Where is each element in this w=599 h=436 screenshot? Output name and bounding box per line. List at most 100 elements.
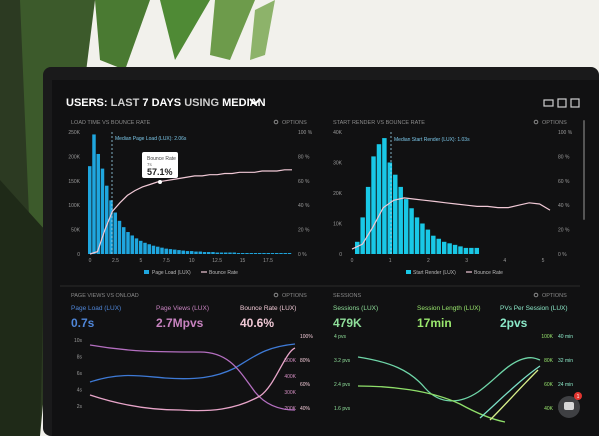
legend: Page Load (LUX) Bounce Rate xyxy=(144,270,238,276)
tick-label: 80 % xyxy=(298,154,310,160)
tick-label: 20 % xyxy=(558,228,570,234)
panel-page-views: PAGE VIEWS VS ONLOAD OPTIONS Page Load (… xyxy=(71,292,313,412)
header-prefix: USERS: xyxy=(66,97,108,109)
bar xyxy=(409,208,414,254)
options-link[interactable]: OPTIONS xyxy=(542,293,567,299)
chat-widget[interactable]: 1 xyxy=(558,392,582,418)
scrollbar[interactable] xyxy=(583,120,585,220)
bar xyxy=(181,250,185,254)
bar xyxy=(458,246,463,255)
bar xyxy=(425,229,431,254)
tick-label: 100K xyxy=(541,334,553,340)
bar xyxy=(431,235,436,254)
fullscreen-icon[interactable] xyxy=(570,98,580,108)
panel-sessions: SESSIONS OPTIONS Sessions (LUX) 479K Ses… xyxy=(333,292,573,423)
tick-label: 0 % xyxy=(298,252,307,258)
image-icon[interactable] xyxy=(557,98,567,108)
bar xyxy=(207,252,211,254)
metric-label-session-length: Session Length (LUX) xyxy=(417,305,481,312)
tooltip-title: Bounce Rate xyxy=(147,156,176,162)
x-tick-label: 17.5 xyxy=(263,258,273,264)
tick-label: 300K xyxy=(284,390,296,396)
header-median[interactable]: MEDIAN xyxy=(222,97,265,109)
gear-icon[interactable] xyxy=(273,119,279,125)
header-last: LAST xyxy=(111,97,140,109)
bar xyxy=(376,144,382,254)
x-ticks: 0 2.5 5 7.5 10 12.5 15 17.5 xyxy=(89,258,273,264)
gear-icon[interactable] xyxy=(533,292,539,298)
x-tick-label: 1 xyxy=(389,258,392,264)
tick-label: 100K xyxy=(68,203,80,209)
page-views-line xyxy=(89,344,296,411)
gear-icon[interactable] xyxy=(273,292,279,298)
bar xyxy=(88,166,92,254)
tick-label: 40 % xyxy=(298,203,310,209)
tooltip: Bounce Rate 7s 57.1% xyxy=(142,152,178,184)
bar xyxy=(283,253,287,254)
bar xyxy=(414,217,420,254)
bar xyxy=(164,248,168,254)
options-link[interactable]: OPTIONS xyxy=(282,293,307,299)
bar xyxy=(441,241,447,254)
tick-label: 2.4 pvs xyxy=(334,382,351,388)
bar xyxy=(92,134,96,254)
bar xyxy=(287,253,292,254)
bounce-rate-line xyxy=(89,169,292,255)
bar xyxy=(420,223,425,254)
bar xyxy=(469,247,474,254)
bar xyxy=(398,186,403,254)
bounce-rate-line xyxy=(351,197,551,250)
legend-bounce-rate: Bounce Rate xyxy=(474,270,503,276)
bar xyxy=(113,212,117,254)
monitor-icon[interactable] xyxy=(543,99,554,107)
x-tick-label: 12.5 xyxy=(212,258,222,264)
bar xyxy=(194,251,198,254)
bar xyxy=(249,253,253,254)
bar xyxy=(134,238,139,254)
y-ticks-right: 100% 80% 60% 40% xyxy=(300,334,313,412)
metric-label-bounce: Bounce Rate (LUX) xyxy=(240,305,296,312)
bar xyxy=(232,252,236,254)
svg-text:USERS: LAST 7 DAYS: USERS: LAST 7 DAYS USING MEDIAN xyxy=(66,97,266,109)
y-ticks-left: 40K 30K 20K 10K 0 xyxy=(333,130,343,258)
bar xyxy=(279,253,283,254)
gear-icon[interactable] xyxy=(533,119,539,125)
bar xyxy=(360,217,365,254)
sessions-line xyxy=(357,356,541,402)
tooltip-value: 57.1% xyxy=(147,167,173,177)
options-link[interactable]: OPTIONS xyxy=(542,120,567,126)
tick-label: 0 % xyxy=(558,252,567,258)
tooltip-sub: 7s xyxy=(147,162,153,167)
metric-value-session-length: 17min xyxy=(417,316,452,330)
bar xyxy=(258,253,262,254)
tick-label: 400K xyxy=(284,374,296,380)
bar xyxy=(245,253,249,254)
x-tick-label: 4 xyxy=(503,258,506,264)
bar xyxy=(96,153,100,254)
bar xyxy=(109,200,113,254)
bar xyxy=(355,241,360,254)
bar xyxy=(436,238,441,254)
screen xyxy=(52,80,599,436)
chevron-down-icon[interactable] xyxy=(249,98,261,106)
header-using: USING xyxy=(184,97,219,109)
bar xyxy=(156,246,160,254)
tick-label: 250K xyxy=(68,130,80,136)
bar xyxy=(105,185,109,254)
metric-value-bounce: 40.6% xyxy=(240,316,274,330)
bar xyxy=(371,156,376,254)
options-link[interactable]: OPTIONS xyxy=(282,120,307,126)
tick-label: 80% xyxy=(300,358,311,364)
tick-label: 40% xyxy=(300,406,311,412)
bar xyxy=(173,249,177,254)
y-ticks-right: 100 % 80 % 60 % 40 % 20 % 0 % xyxy=(298,130,313,258)
tick-label: 6s xyxy=(77,371,83,377)
bar xyxy=(253,253,258,254)
bar xyxy=(228,252,232,254)
tick-label: 0 xyxy=(339,252,342,258)
tick-label: 4s xyxy=(77,388,83,394)
pvs-line-2 xyxy=(479,365,541,419)
bar xyxy=(266,253,270,254)
tick-label: 200K xyxy=(284,406,296,412)
bar-series xyxy=(88,134,292,254)
